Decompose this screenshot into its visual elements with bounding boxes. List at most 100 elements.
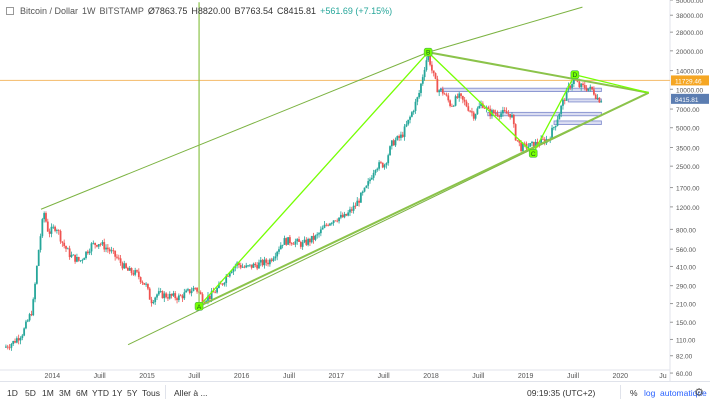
candle-body xyxy=(287,237,289,245)
candle-body xyxy=(460,93,462,96)
candle-body xyxy=(79,260,82,262)
candle-body xyxy=(14,341,16,343)
candle-body xyxy=(61,241,64,243)
range-5d-button[interactable]: 5D xyxy=(25,388,36,398)
candle-body xyxy=(70,254,73,258)
candle-body xyxy=(243,266,246,268)
candle-body xyxy=(321,227,324,230)
candle-body xyxy=(423,69,426,78)
candle-body xyxy=(179,295,182,297)
candle-body xyxy=(196,287,198,292)
candle-body xyxy=(55,230,58,231)
goto-date-button[interactable]: Aller à ... xyxy=(174,388,208,398)
candle-body xyxy=(516,140,519,142)
candle-body xyxy=(480,103,482,107)
y-tick-label: 60.00 xyxy=(676,371,693,378)
candle-body xyxy=(341,214,344,218)
candle-body xyxy=(336,220,339,222)
log-scale-button[interactable]: log xyxy=(644,388,656,398)
candle-body xyxy=(12,341,15,344)
candle-body xyxy=(349,209,351,213)
y-tick-label: 560.00 xyxy=(676,247,696,254)
trend-line xyxy=(532,74,576,154)
candle-body xyxy=(467,106,470,111)
candle-body xyxy=(19,337,22,341)
candle-body xyxy=(576,80,579,82)
candle-body xyxy=(593,89,595,95)
x-tick-label: Juill xyxy=(378,373,391,380)
candle-body xyxy=(181,295,184,299)
range-3m-button[interactable]: 3M xyxy=(59,388,71,398)
clock[interactable]: 09:19:35 (UTC+2) xyxy=(527,388,596,398)
range-6m-button[interactable]: 6M xyxy=(76,388,88,398)
range-5y-button[interactable]: 5Y xyxy=(127,388,138,398)
candle-body xyxy=(405,124,408,127)
symbol-name[interactable]: Bitcoin / Dollar xyxy=(20,6,79,16)
candle-body xyxy=(25,321,27,329)
candle-body xyxy=(26,320,29,322)
symbol-legend: Bitcoin / Dollar 1W BITSTAMP Ø7863.75 H8… xyxy=(6,6,392,16)
bottom-toolbar: 1D 5D 1M 3M 6M YTD 1Y 5Y Tous Aller à ..… xyxy=(0,381,710,403)
candle-body xyxy=(130,268,133,273)
range-ytd-button[interactable]: YTD xyxy=(92,388,109,398)
candle-body xyxy=(28,314,31,321)
candle-body xyxy=(143,283,146,285)
candle-body xyxy=(298,239,300,242)
candle-body xyxy=(318,233,320,235)
range-1y-button[interactable]: 1Y xyxy=(112,388,123,398)
candle-body xyxy=(228,273,231,277)
collapse-icon[interactable] xyxy=(6,7,14,15)
candle-body xyxy=(412,110,415,113)
candle-body xyxy=(216,287,218,293)
candle-body xyxy=(350,209,353,211)
time-axis[interactable]: 2014 Juill 2015 Juill 2016 Juill 2017 Juill 2018… xyxy=(45,373,667,380)
candle-body xyxy=(449,100,451,106)
gear-icon[interactable]: ⚙ xyxy=(694,387,704,399)
trend-lines xyxy=(40,2,650,346)
candle-body xyxy=(356,200,359,206)
candle-body xyxy=(5,346,7,348)
interval[interactable]: 1W xyxy=(82,6,96,16)
candle-body xyxy=(332,220,335,224)
price-tag xyxy=(671,75,709,86)
candle-body xyxy=(8,347,11,349)
candle-body xyxy=(94,242,97,246)
candle-body xyxy=(218,283,220,288)
candle-body xyxy=(152,302,155,304)
trend-line xyxy=(427,51,534,154)
candle-body xyxy=(270,259,273,261)
candle-body xyxy=(72,254,75,256)
candle-body xyxy=(292,243,295,245)
y-tick-label: 1200.00 xyxy=(676,205,700,212)
candle-body xyxy=(128,268,131,271)
candle-body xyxy=(532,141,535,148)
change-value: +561.69 (+7.15%) xyxy=(320,6,393,16)
candle-body xyxy=(552,127,555,129)
candle-body xyxy=(177,295,180,301)
candle-body xyxy=(23,328,26,336)
candle-body xyxy=(518,140,521,143)
price-tag-label: 11729.46 xyxy=(675,78,702,85)
range-1d-button[interactable]: 1D xyxy=(7,388,18,398)
candle-body xyxy=(556,119,559,126)
range-all-button[interactable]: Tous xyxy=(142,388,160,398)
candle-body xyxy=(540,138,543,145)
percent-scale-button[interactable]: % xyxy=(630,388,638,398)
candle-body xyxy=(261,260,264,266)
candle-body xyxy=(385,163,388,165)
candle-body xyxy=(194,287,197,289)
range-1m-button[interactable]: 1M xyxy=(42,388,54,398)
auto-scale-button[interactable]: automatique xyxy=(660,388,707,398)
divider xyxy=(620,385,621,399)
price-axis[interactable]: 50000.00 38000.00 28000.00 20000.00 14000.00… xyxy=(670,0,703,378)
candle-body xyxy=(17,338,20,341)
candle-body xyxy=(598,97,601,103)
price-chart[interactable]: A B C D 50000.00 38000.00 28000.00 20000.00 140… xyxy=(0,0,710,381)
candle-body xyxy=(281,244,284,246)
trend-line xyxy=(427,51,649,94)
candle-body xyxy=(363,187,366,192)
candle-body xyxy=(156,294,158,298)
candle-body xyxy=(239,265,242,268)
candle-body xyxy=(238,262,240,266)
